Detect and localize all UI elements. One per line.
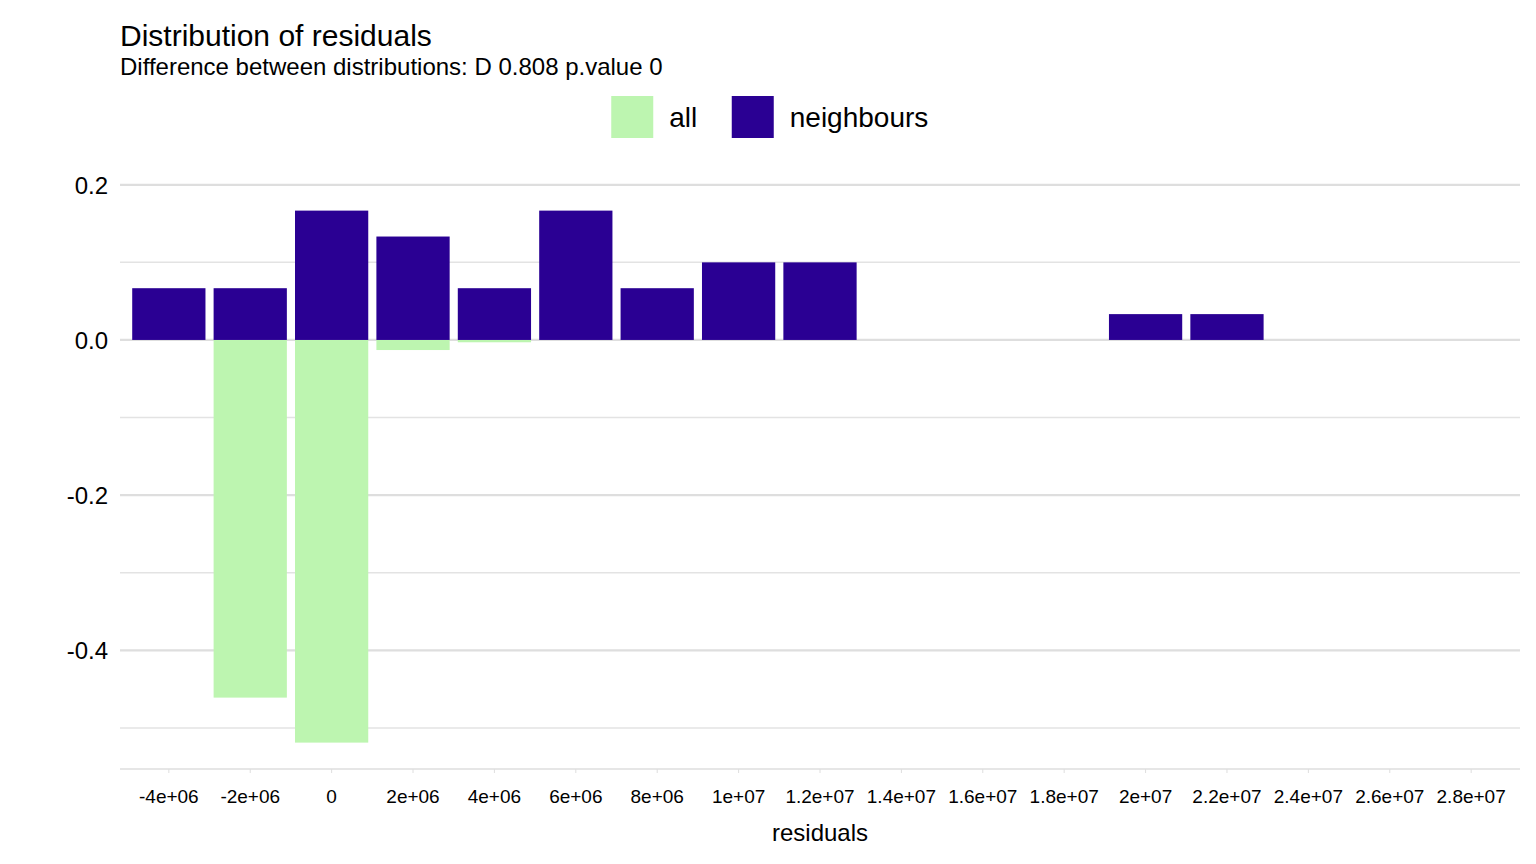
bar (539, 211, 612, 340)
bar (1109, 314, 1182, 340)
bar (1190, 314, 1263, 340)
x-tick (1471, 769, 1472, 773)
bar (214, 288, 287, 340)
legend: all neighbours (611, 96, 928, 138)
y-tick-label: 0.2 (75, 172, 108, 199)
chart: Distribution of residualsDifference betw… (0, 0, 1536, 864)
y-tick-label: 0.0 (75, 327, 108, 354)
x-tick (657, 769, 658, 773)
title: Distribution of residuals (120, 19, 432, 52)
bar (458, 288, 531, 340)
y-tick-label: -0.2 (67, 482, 108, 509)
x-tick (1145, 769, 1146, 773)
x-tick (494, 769, 495, 773)
bar (376, 340, 449, 350)
x-tick (820, 769, 821, 773)
x-tick (1226, 769, 1227, 773)
bar (214, 340, 287, 698)
legend-swatch (732, 96, 774, 138)
x-tick-label: 2.8e+07 (1437, 786, 1506, 807)
bar (295, 340, 368, 743)
bar (783, 262, 856, 340)
x-tick-label: 2.4e+07 (1274, 786, 1343, 807)
subtitle: Difference between distributions: D 0.80… (120, 53, 663, 80)
x-tick (901, 769, 902, 773)
x-tick-label: -2e+06 (220, 786, 280, 807)
x-tick-label: 2e+07 (1119, 786, 1172, 807)
grid-line (120, 184, 1520, 186)
x-tick (1308, 769, 1309, 773)
bar (376, 237, 449, 340)
x-tick-label: 8e+06 (631, 786, 684, 807)
bar (702, 262, 775, 340)
x-tick-label: 2e+06 (386, 786, 439, 807)
x-tick-label: 1.4e+07 (867, 786, 936, 807)
x-tick (1389, 769, 1390, 773)
legend-label: neighbours (790, 102, 929, 133)
x-tick-label: 0 (326, 786, 337, 807)
x-tick-label: 2.2e+07 (1192, 786, 1261, 807)
x-tick-label: 1.8e+07 (1030, 786, 1099, 807)
x-tick-label: -4e+06 (139, 786, 199, 807)
x-tick-label: 1e+07 (712, 786, 765, 807)
bar (295, 211, 368, 340)
x-tick (250, 769, 251, 773)
bar (621, 288, 694, 340)
x-tick (738, 769, 739, 773)
x-tick (1064, 769, 1065, 773)
x-tick-label: 1.6e+07 (948, 786, 1017, 807)
x-tick (982, 769, 983, 773)
x-axis-label: residuals (772, 819, 868, 846)
bar (132, 288, 205, 340)
x-tick (575, 769, 576, 773)
x-tick-label: 6e+06 (549, 786, 602, 807)
x-tick (168, 769, 169, 773)
y-tick-label: -0.4 (67, 637, 108, 664)
legend-swatch (611, 96, 653, 138)
x-tick-label: 2.6e+07 (1355, 786, 1424, 807)
x-tick-label: 1.2e+07 (785, 786, 854, 807)
x-tick (331, 769, 332, 773)
bar (458, 340, 531, 342)
x-tick-label: 4e+06 (468, 786, 521, 807)
legend-label: all (669, 102, 697, 133)
x-tick (413, 769, 414, 773)
bars (132, 211, 1263, 743)
